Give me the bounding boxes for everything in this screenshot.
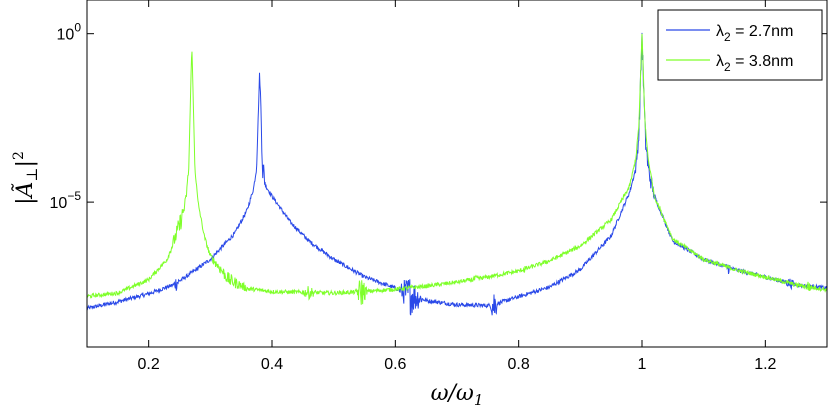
- x-tick-label: 0.6: [384, 356, 406, 373]
- legend-label-2: λ2 = 3.8nm: [716, 53, 793, 74]
- axes-box: [86, 0, 828, 348]
- x-axis-label: ω/ω1: [431, 381, 484, 408]
- x-axis-label-sub: 1: [474, 391, 484, 408]
- x-tick-label: 1.2: [754, 356, 776, 373]
- y-tick-base: 10: [57, 27, 75, 44]
- y-axis-label: |Ã⊥|2: [10, 151, 41, 205]
- x-tick-label: 0.4: [261, 356, 283, 373]
- legend-label-1: λ2 = 2.7nm: [716, 23, 793, 44]
- x-tick-label: 0.2: [138, 356, 160, 373]
- y-tick-label: 100: [57, 21, 82, 44]
- y-axis-label-sup: 2: [11, 151, 27, 160]
- y-axis-label-main: |Ã: [10, 182, 38, 205]
- legend-label-value: = 3.8nm: [731, 53, 794, 70]
- y-tick-exponent: 0: [74, 21, 81, 35]
- y-tick-base: 10: [50, 195, 68, 212]
- legend-label-symbol: λ: [716, 23, 724, 40]
- x-tick-label: 1: [638, 356, 647, 373]
- legend-box: [657, 9, 823, 81]
- y-tick-label: 10−5: [50, 189, 82, 212]
- legend-label-value: = 2.7nm: [731, 23, 794, 40]
- legend-label-sub: 2: [724, 60, 731, 74]
- legend-label-symbol: λ: [716, 53, 724, 70]
- legend-label-sub: 2: [724, 30, 731, 44]
- y-tick-exponent: −5: [67, 189, 81, 203]
- series-line-2: [87, 33, 827, 305]
- x-axis-label-main: ω/ω: [431, 381, 474, 406]
- x-tick-label: 0.8: [508, 356, 530, 373]
- series-layer: [87, 32, 827, 316]
- y-axis-label-sub: ⊥: [23, 167, 41, 181]
- y-axis-label-bar: |: [13, 160, 38, 167]
